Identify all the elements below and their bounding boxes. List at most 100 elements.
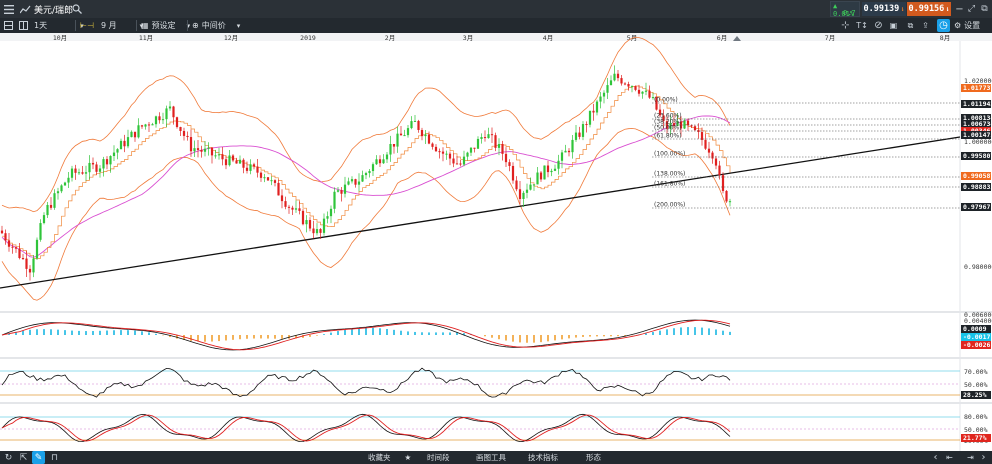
macd-histogram-bar — [239, 335, 241, 340]
macd-histogram-bar — [197, 335, 199, 342]
macd-histogram-bar — [365, 327, 367, 335]
price-tag-label: 1.011942 — [963, 100, 992, 108]
candle-body — [245, 167, 249, 171]
alarm-clock-icon[interactable]: ◷ — [937, 19, 950, 32]
macd-histogram-bar — [253, 335, 255, 339]
macd-histogram-bar — [344, 329, 346, 335]
camera-icon[interactable]: ▣ — [889, 21, 898, 30]
candle-body — [410, 121, 413, 129]
chevron-right-icon[interactable]: › — [981, 452, 986, 463]
macd-histogram-bar — [176, 335, 178, 339]
copy-icon[interactable]: ⧉ — [907, 20, 914, 30]
change-points: 0.7 — [843, 9, 856, 17]
price-type-select[interactable]: ⊕ 中间价 ▾ — [192, 21, 241, 30]
step-trail-line — [2, 85, 731, 259]
share-icon[interactable]: ⇪ — [922, 21, 929, 30]
chevron-down-icon: ▾ — [80, 21, 84, 30]
candle-body — [406, 128, 410, 136]
layout-icon[interactable] — [3, 20, 14, 31]
candle-body — [280, 195, 284, 202]
candle-body — [305, 220, 308, 225]
macd-histogram-bar — [701, 327, 703, 335]
candle-body — [340, 190, 343, 194]
date-range-select[interactable]: ⊢⊣ 9 月 ▾ — [80, 21, 144, 30]
macd-histogram-bar — [71, 330, 73, 335]
candle-body — [445, 153, 448, 155]
candle-body — [707, 148, 711, 153]
patterns-tab[interactable]: 形态 — [586, 453, 601, 462]
macd-histogram-bar — [330, 332, 332, 335]
magnet-icon[interactable]: ⊓ — [50, 452, 59, 463]
macd-histogram-bar — [729, 331, 731, 335]
cursor-icon[interactable]: ⇱ — [19, 452, 28, 463]
grid-icon[interactable] — [18, 20, 29, 31]
macd-histogram-bar — [141, 331, 143, 335]
candle-body — [200, 149, 203, 152]
macd-histogram-bar — [393, 329, 395, 335]
macd-histogram-bar — [113, 330, 115, 335]
settings-button[interactable]: ⚙ 设置 — [954, 21, 981, 30]
price-tag-label: 1.008134 — [963, 114, 992, 122]
step-right-icon[interactable]: ⇥ — [967, 453, 974, 462]
candle-body — [98, 168, 102, 172]
step-left-icon[interactable]: ⇤ — [946, 453, 953, 462]
expand-icon[interactable]: ⤢ — [967, 4, 976, 14]
search-icon[interactable] — [71, 3, 83, 15]
chevron-left-icon[interactable]: ‹ — [933, 452, 938, 463]
popout-icon[interactable]: ⧉ — [981, 4, 988, 14]
candle-body — [375, 159, 378, 165]
candle-body — [704, 139, 707, 149]
candle-body — [336, 190, 340, 192]
favorites-tab[interactable]: 收藏夹 ★ — [368, 453, 412, 462]
candle-body — [256, 166, 259, 173]
candle-body — [161, 119, 165, 121]
candle-body — [102, 159, 105, 169]
macd-histogram-bar — [92, 331, 94, 335]
interval-select[interactable]: 1天 ▾ — [34, 21, 84, 30]
text-tool-icon[interactable]: T↕ — [856, 21, 868, 30]
candle-body — [39, 223, 42, 240]
candle-body — [249, 164, 252, 171]
draw-tools-tab[interactable]: 画图工具 — [476, 453, 506, 462]
crosshair-icon[interactable]: ⊹ — [841, 20, 850, 31]
sell-price-button[interactable]: 0.99139 ⇂ — [862, 2, 906, 16]
candle-body — [392, 143, 396, 147]
macd-histogram-bar — [267, 335, 269, 339]
title-bar: 美元/瑞郎 ▲ 0.01% 0.7 0.99139 ⇂ 0.99156 ⇂ − … — [0, 0, 992, 18]
macd-histogram-bar — [232, 335, 234, 340]
candle-body — [347, 181, 350, 185]
buy-price-button[interactable]: 0.99156 ⇂ — [907, 2, 951, 16]
candle-body — [228, 155, 231, 166]
candle-body — [672, 123, 676, 127]
candle-body — [385, 154, 389, 160]
symbol-name[interactable]: 美元/瑞郎 — [34, 6, 74, 16]
timeframe-tab[interactable]: 时间段 — [427, 453, 450, 462]
minus-icon[interactable]: − — [955, 3, 964, 15]
candle-body — [550, 170, 553, 173]
candle-body — [585, 124, 588, 126]
price-tag — [961, 203, 991, 211]
macd-histogram-bar — [708, 328, 710, 335]
candle-body — [168, 106, 172, 109]
candle-body — [112, 152, 116, 157]
refresh-icon[interactable]: ↻ — [4, 452, 13, 463]
indicators-tab[interactable]: 技术指标 — [528, 453, 558, 462]
fib-level-label: (161.80%) — [654, 181, 685, 188]
candle-body — [588, 110, 592, 125]
zoom-icon[interactable]: ⊘ — [874, 20, 883, 31]
candle-body — [581, 124, 585, 137]
trend-line[interactable] — [0, 136, 961, 289]
chart-type-icon[interactable] — [19, 3, 31, 15]
preset-select[interactable]: ▦ 预设定 ▾ — [141, 21, 191, 30]
candle-body — [655, 97, 658, 110]
osc2-tag-label: 21.77% — [963, 434, 987, 442]
time-tick-label: 8月 — [940, 34, 950, 42]
pencil-icon[interactable]: ✎ — [32, 451, 45, 464]
time-cursor-icon[interactable] — [733, 36, 741, 41]
menu-icon[interactable] — [3, 3, 15, 15]
macd-histogram-bar — [15, 331, 17, 335]
candle-body — [308, 220, 312, 229]
candle-body — [480, 137, 483, 139]
fibonacci-extension[interactable]: (0.00%) (23.60%)(38.20%)(50.00%)(61.80%) (… — [652, 97, 960, 209]
